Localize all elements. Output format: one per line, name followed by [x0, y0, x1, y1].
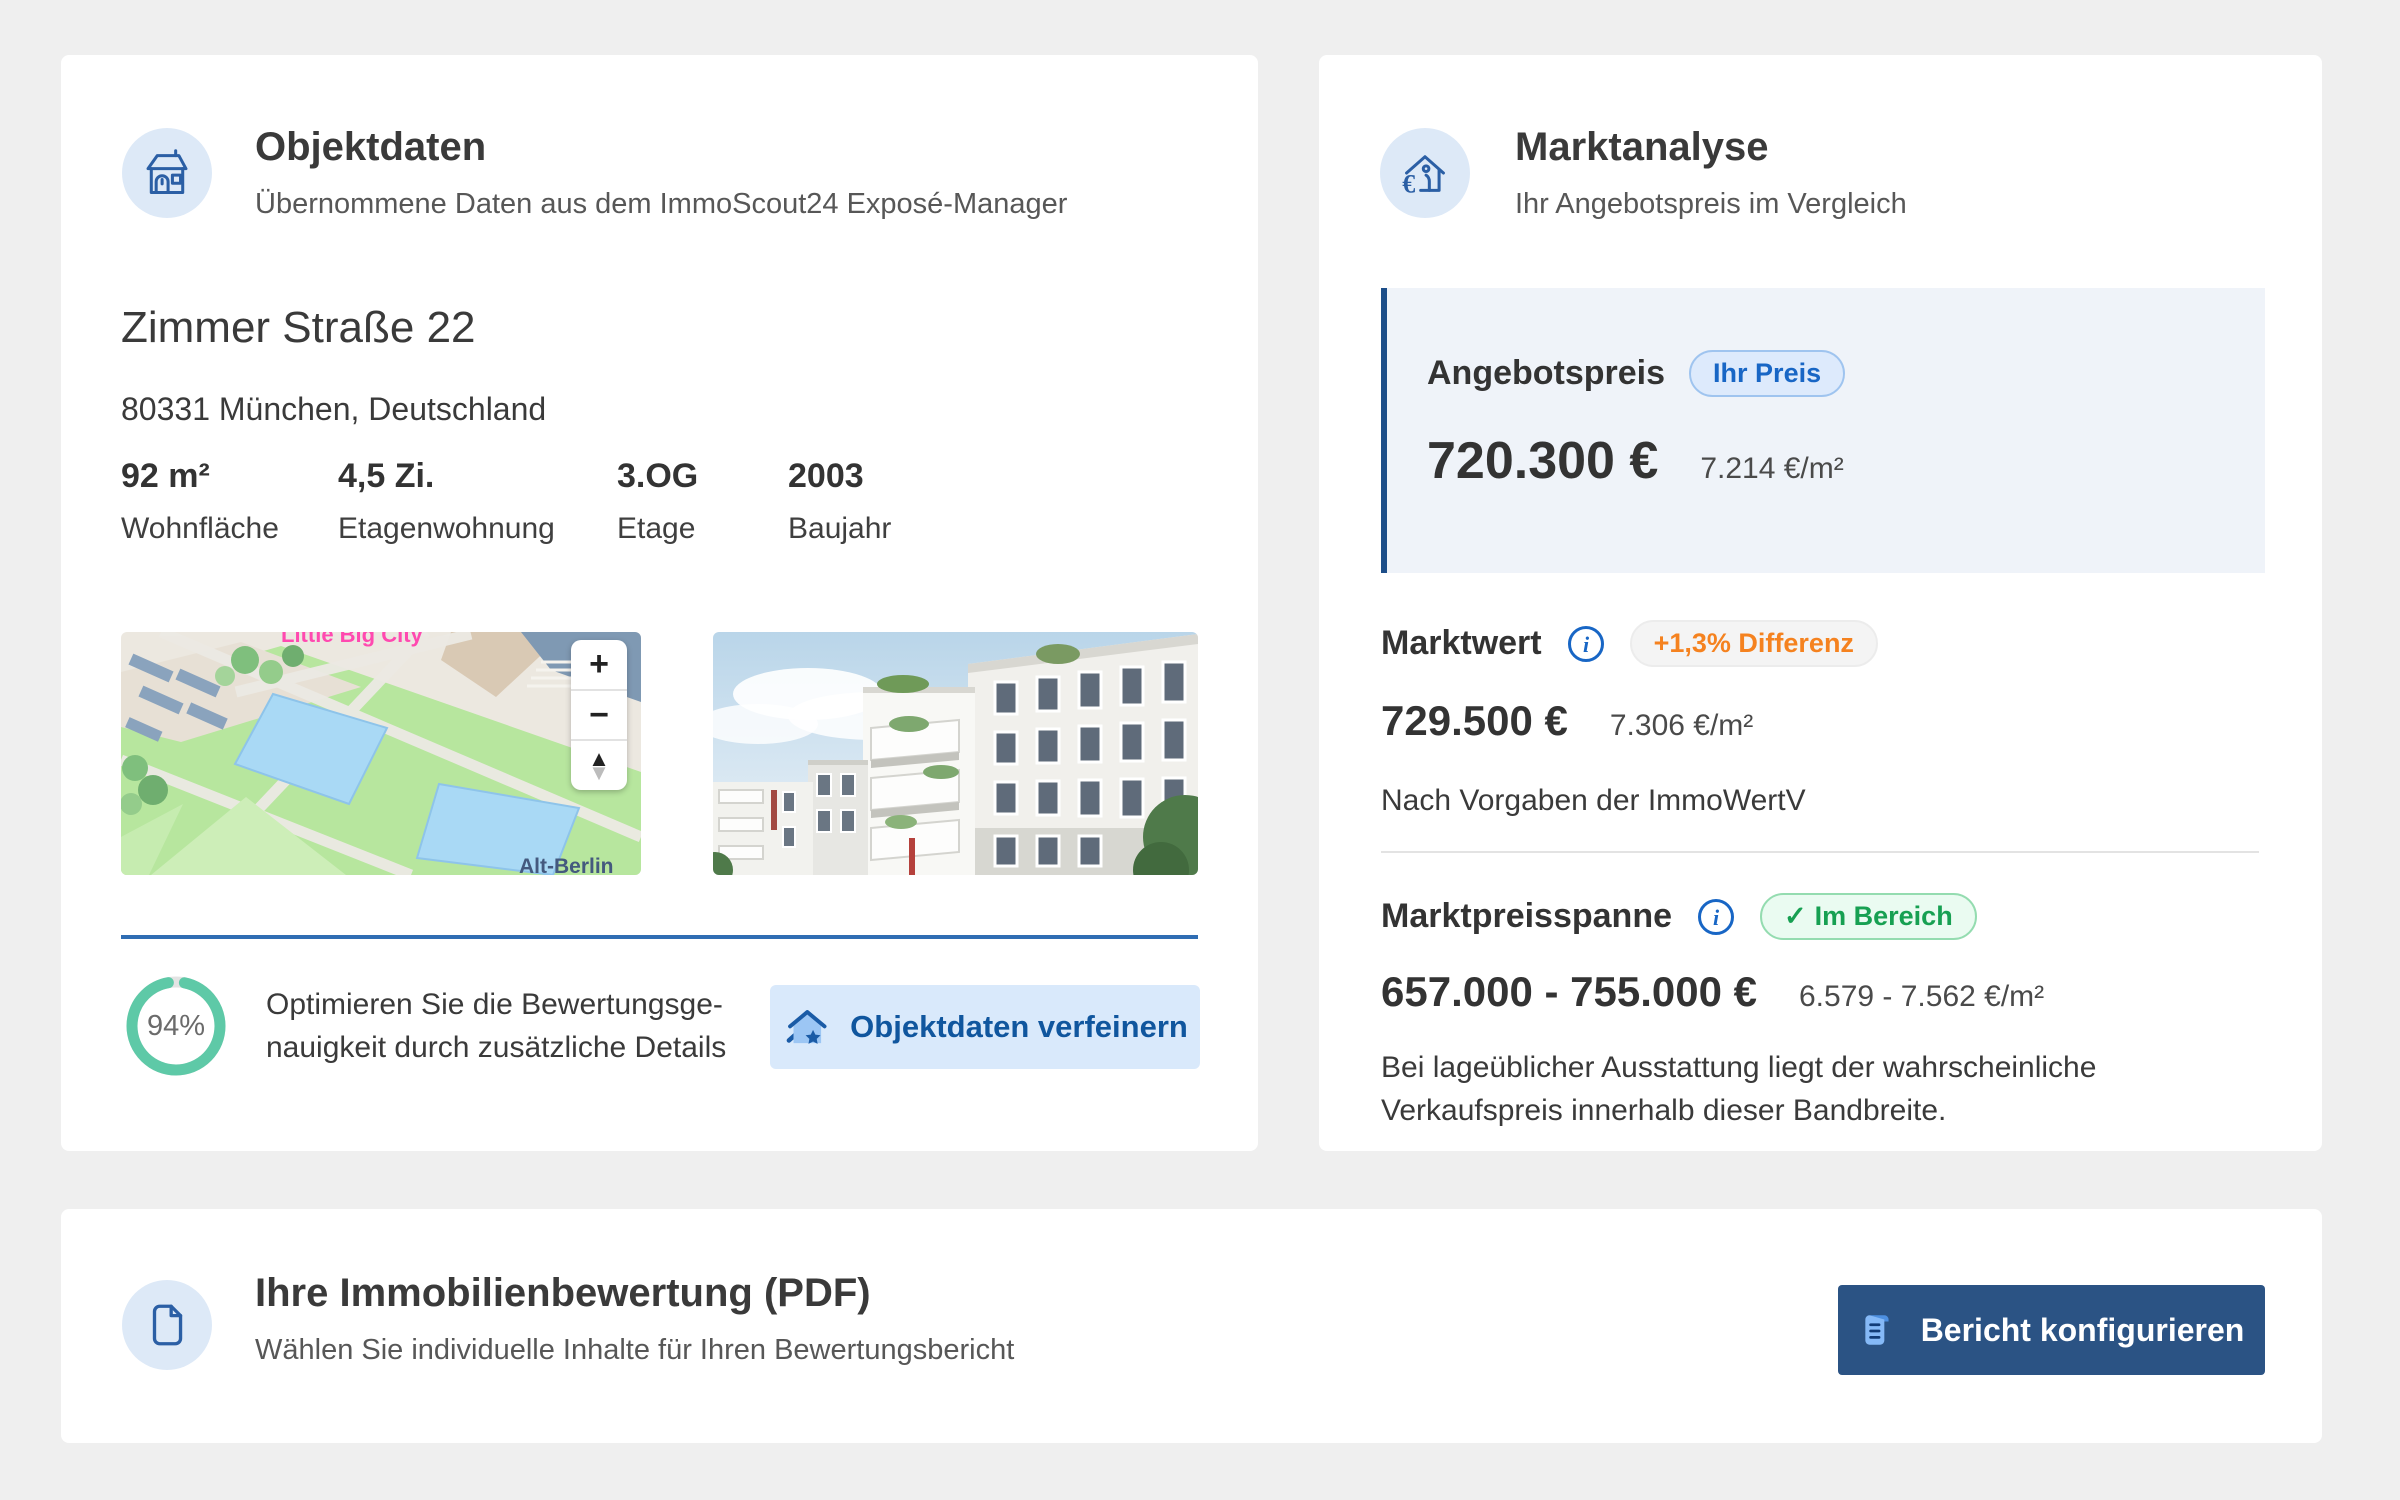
range-info-button[interactable]: i — [1696, 897, 1736, 937]
market-divider — [1381, 851, 2259, 853]
info-icon: i — [1698, 898, 1734, 935]
house-euro-icon: € — [1402, 155, 1445, 199]
fact-label: Etagenwohnung — [338, 512, 555, 545]
fact-value: 92 m² — [121, 457, 210, 495]
address-city: 80331 München, Deutschland — [121, 391, 547, 427]
map-controls: + − ▲ ▼ — [571, 640, 627, 790]
marktanalyse-card: € Marktanalyse Ihr Angebotspreis im Verg… — [1319, 55, 2322, 1151]
completeness-ring: 94% — [125, 975, 227, 1077]
ring-percent-label: 94% — [146, 1009, 206, 1042]
your-price-badge: Ihr Preis — [1689, 350, 1846, 397]
range-per-sqm: 6.579 - 7.562 €/m² — [1799, 980, 2045, 1013]
fact-label: Etage — [617, 512, 696, 545]
configure-report-button[interactable]: Bericht konfigurieren — [1838, 1285, 2265, 1375]
map-preview[interactable]: Little Big City Alt-Berlin + − ▲ ▼ — [121, 632, 641, 875]
range-note-line2: Verkaufspreis innerhalb dieser Bandbreit… — [1381, 1094, 1947, 1127]
svg-text:Little Big City: Little Big City — [281, 632, 424, 647]
in-range-badge: ✓ Im Bereich — [1760, 893, 1977, 940]
range-note-line1: Bei lageüblicher Ausstattung liegt der w… — [1381, 1051, 2097, 1084]
fact-living-area: 92 m² Wohnfläche — [121, 457, 338, 546]
document-icon — [152, 1304, 183, 1346]
map-tilt-control[interactable]: ▲ ▼ — [571, 739, 627, 790]
section-divider — [121, 935, 1198, 939]
check-icon: ✓ — [1784, 901, 1807, 931]
info-icon: i — [1567, 625, 1604, 662]
report-title: Ihre Immobilienbewertung (PDF) — [255, 1271, 871, 1315]
map-zoom-out-button[interactable]: − — [571, 688, 627, 740]
building-photo — [713, 632, 1198, 875]
page-title: Objektdaten — [255, 125, 487, 169]
house-euro-icon-circle: € — [1380, 128, 1470, 218]
house-icon — [146, 149, 188, 195]
fact-label: Wohnfläche — [121, 512, 279, 545]
house-star-icon — [786, 1010, 827, 1044]
objektdaten-card: Objektdaten Übernommene Daten aus dem Im… — [61, 55, 1258, 1151]
house-icon-circle — [122, 128, 212, 218]
range-price: 657.000 - 755.000 € — [1381, 968, 1757, 1015]
offer-heading: Angebotspreis — [1427, 354, 1666, 392]
market-value-per-sqm: 7.306 €/m² — [1609, 709, 1754, 742]
market-card-title: Marktanalyse — [1515, 125, 1769, 169]
range-heading: Marktpreisspanne — [1381, 897, 1672, 935]
optimize-hint-line1: Optimieren Sie die Bewertungsge- — [266, 988, 723, 1021]
svg-text:i: i — [1583, 632, 1590, 657]
fact-label: Baujahr — [788, 512, 892, 545]
optimize-hint-line2: nauigkeit durch zusätzliche Details — [266, 1031, 727, 1064]
svg-text:€: € — [1402, 170, 1415, 199]
difference-badge: +1,3% Differenz — [1629, 620, 1878, 667]
ring-graphic — [126, 976, 226, 1076]
fact-value: 2003 — [788, 457, 864, 495]
configure-button-label: Bericht konfigurieren — [1920, 1311, 2245, 1348]
tilt-down-icon: ▼ — [588, 759, 610, 785]
map-zoom-in-button[interactable]: + — [571, 640, 627, 689]
document-icon-circle — [122, 1280, 212, 1370]
scroll-icon — [1865, 1315, 1889, 1345]
tilt-up-icon: ▲ — [588, 746, 610, 772]
fact-value: 4,5 Zi. — [338, 457, 435, 495]
market-value-price: 729.500 € — [1381, 697, 1568, 744]
fact-value: 3.OG — [617, 457, 699, 495]
card-subtitle: Übernommene Daten aus dem ImmoScout24 Ex… — [255, 188, 1068, 220]
fact-floor: 3.OG Etage — [617, 457, 788, 546]
offer-price-panel: Angebotspreis Ihr Preis 720.300 € 7.214 … — [1381, 288, 2265, 573]
report-card: Ihre Immobilienbewertung (PDF) Wählen Si… — [61, 1209, 2322, 1443]
in-range-badge-label: Im Bereich — [1814, 901, 1953, 931]
fact-rooms: 4,5 Zi. Etagenwohnung — [338, 457, 617, 546]
svg-text:Alt-Berlin: Alt-Berlin — [519, 855, 614, 875]
svg-text:i: i — [1713, 905, 1720, 930]
refine-button-label: Objektdaten verfeinern — [850, 1009, 1188, 1044]
optimize-hint: Optimieren Sie die Bewertungsge- nauigke… — [266, 983, 726, 1069]
offer-price: 720.300 € — [1427, 432, 1659, 490]
report-subtitle: Wählen Sie individuelle Inhalte für Ihre… — [255, 1334, 1015, 1366]
market-card-subtitle: Ihr Angebotspreis im Vergleich — [1515, 188, 1907, 220]
fact-year: 2003 Baujahr — [788, 457, 891, 546]
market-value-heading: Marktwert — [1381, 624, 1542, 662]
market-value-note: Nach Vorgaben der ImmoWertV — [1381, 784, 1806, 817]
offer-price-per-sqm: 7.214 €/m² — [1700, 452, 1844, 485]
building-photo-graphic — [713, 632, 1198, 875]
market-value-info-button[interactable]: i — [1566, 624, 1606, 664]
map-graphic: Little Big City Alt-Berlin — [121, 632, 641, 875]
refine-object-data-button[interactable]: Objektdaten verfeinern — [770, 985, 1200, 1069]
address-title: Zimmer Straße 22 — [121, 303, 476, 352]
